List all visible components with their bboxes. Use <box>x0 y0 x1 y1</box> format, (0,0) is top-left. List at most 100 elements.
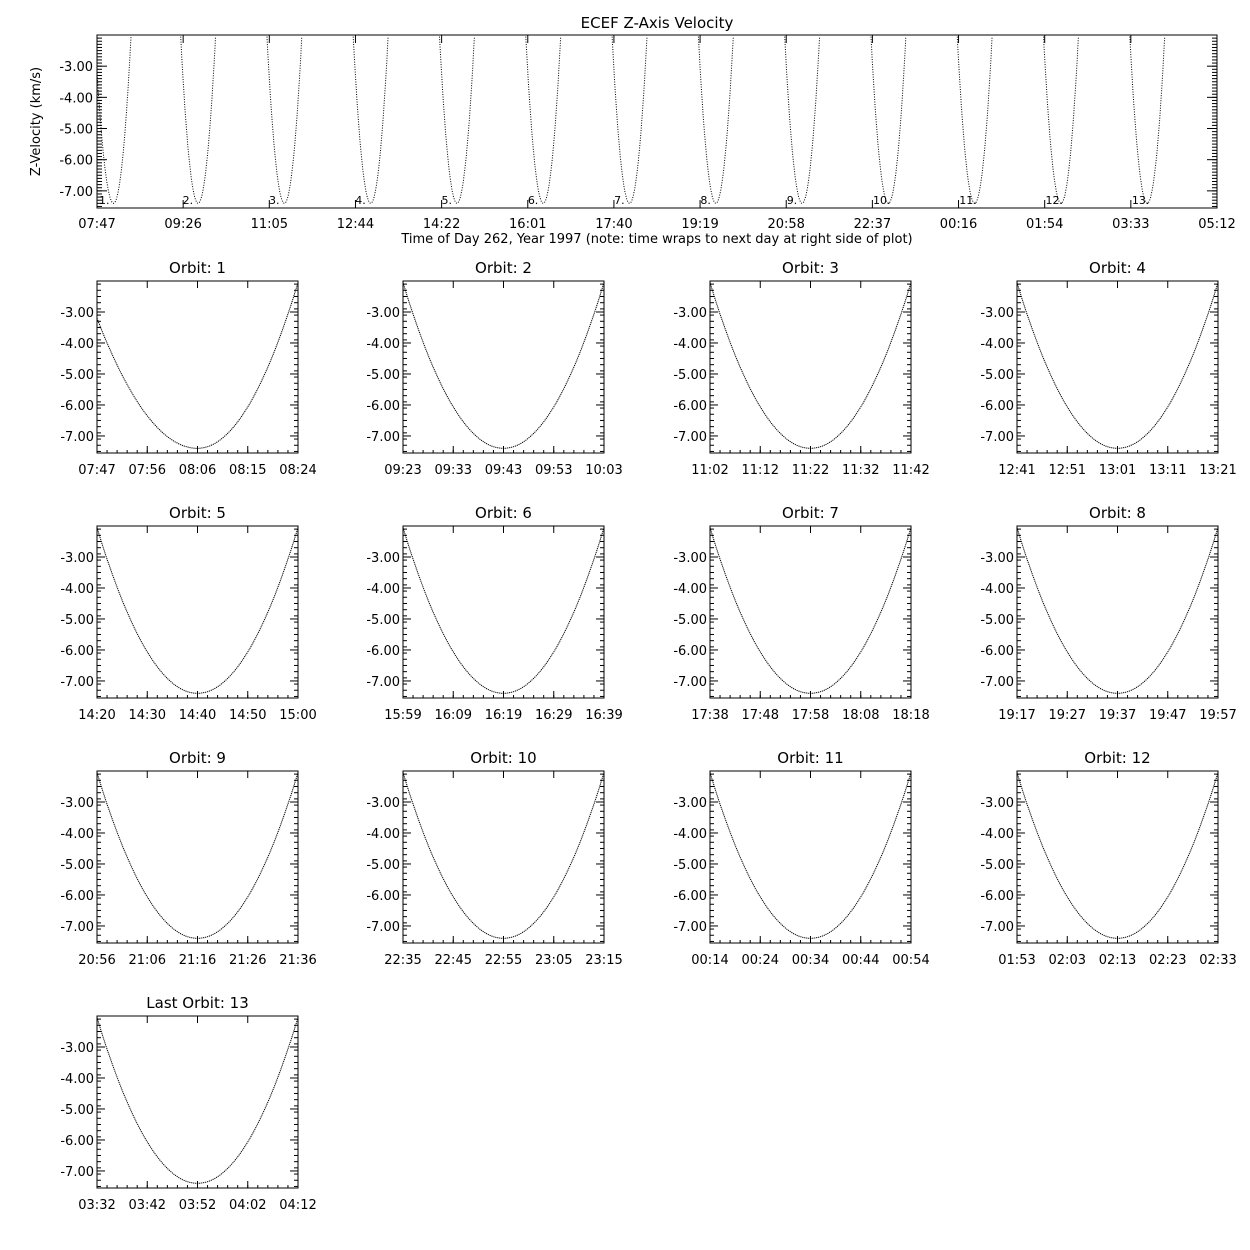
orbit-panel-title: Orbit: 3 <box>782 259 839 277</box>
orbit-ytick-label: -4.00 <box>673 827 707 842</box>
orbit-panel-title: Orbit: 1 <box>169 259 226 277</box>
main-orbit-number-label: 3. <box>269 194 280 207</box>
orbit-ytick-label: -3.00 <box>60 1041 94 1056</box>
orbit-velocity-curve <box>96 1017 299 1184</box>
orbit-ytick-label: -7.00 <box>980 430 1014 445</box>
orbit-xtick-label: 21:16 <box>179 953 216 968</box>
main-chart: ECEF Z-Axis Velocity -3.00 -4.00 -5.00 -6.00… <box>29 14 1236 247</box>
orbit-xtick-label: 12:51 <box>1049 463 1086 478</box>
orbit-panel-2: Orbit: 2 -3.00 -4.00 -5.00 -6.00 -7.00 09:23 09… <box>366 259 622 478</box>
orbit-xtick-label: 02:23 <box>1149 953 1186 968</box>
main-x-axis-label: Time of Day 262, Year 1997 (note: time w… <box>400 232 912 247</box>
orbit-xtick-label: 22:55 <box>485 953 522 968</box>
orbit-ytick-label: -3.00 <box>980 306 1014 321</box>
main-xtick-label: 19:19 <box>681 217 718 232</box>
orbit-panel-6: Orbit: 6 -3.00 -4.00 -5.00 -6.00 -7.00 15:59 16… <box>366 504 622 723</box>
orbit-velocity-curve <box>402 772 605 939</box>
main-xtick-label: 11:05 <box>251 217 288 232</box>
main-orbit-number-label: 5. <box>442 194 453 207</box>
orbit-ytick-label: -7.00 <box>60 675 94 690</box>
orbit-xtick-label: 19:57 <box>1199 708 1236 723</box>
orbit-velocity-curve <box>1016 282 1219 449</box>
main-xtick-label: 17:40 <box>595 217 632 232</box>
orbit-xtick-label: 09:53 <box>535 463 572 478</box>
orbit-velocity-curve <box>1016 527 1219 694</box>
orbit-ytick-label: -4.00 <box>673 582 707 597</box>
main-xtick-label: 01:54 <box>1026 217 1063 232</box>
main-orbit-curve-13 <box>1129 36 1166 204</box>
orbit-velocity-curve <box>96 282 299 449</box>
orbit-panel-title: Orbit: 10 <box>470 749 536 767</box>
orbit-panel-12: Orbit: 12 -3.00 -4.00 -5.00 -6.00 -7.00 01:53 0… <box>980 749 1236 968</box>
main-orbit-number-label: 2. <box>183 194 194 207</box>
orbit-ytick-label: -3.00 <box>673 551 707 566</box>
orbit-xtick-label: 00:34 <box>792 953 829 968</box>
orbit-panel-9: Orbit: 9 -3.00 -4.00 -5.00 -6.00 -7.00 20:56 21… <box>60 749 316 968</box>
main-orbit-curve-7 <box>611 36 648 204</box>
orbit-ytick-label: -5.00 <box>366 368 400 383</box>
orbit-velocity-curve <box>709 282 912 449</box>
orbit-panel-title: Orbit: 12 <box>1084 749 1150 767</box>
orbit-xtick-label: 09:33 <box>435 463 472 478</box>
orbit-ytick-label: -6.00 <box>60 889 94 904</box>
orbit-xtick-label: 13:01 <box>1099 463 1136 478</box>
orbit-ytick-label: -7.00 <box>60 920 94 935</box>
orbit-xtick-label: 00:44 <box>842 953 879 968</box>
main-orbit-number-label: 12. <box>1046 194 1064 207</box>
orbit-ytick-label: -7.00 <box>980 920 1014 935</box>
orbit-velocity-curve <box>1016 772 1219 939</box>
orbit-xtick-label: 21:06 <box>129 953 166 968</box>
orbit-ytick-label: -4.00 <box>60 827 94 842</box>
orbit-xtick-label: 04:12 <box>279 1198 316 1213</box>
main-orbit-curve-4 <box>352 36 389 204</box>
orbit-ytick-label: -6.00 <box>60 644 94 659</box>
orbit-panel-title: Orbit: 6 <box>475 504 532 522</box>
main-orbit-curve-11 <box>956 36 993 204</box>
orbit-ytick-label: -5.00 <box>673 368 707 383</box>
main-xtick-label: 16:01 <box>509 217 546 232</box>
orbit-xtick-label: 02:03 <box>1049 953 1086 968</box>
orbit-ytick-label: -4.00 <box>60 1072 94 1087</box>
orbit-xtick-label: 02:33 <box>1199 953 1236 968</box>
main-ytick-label: -6.00 <box>59 154 93 169</box>
main-xtick-label: 03:33 <box>1112 217 1149 232</box>
orbit-ytick-label: -5.00 <box>60 1103 94 1118</box>
main-orbit-number-label: 11. <box>959 194 977 207</box>
orbit-xtick-label: 18:08 <box>842 708 879 723</box>
orbit-panel-11: Orbit: 11 -3.00 -4.00 -5.00 -6.00 -7.00 00:14 0… <box>673 749 929 968</box>
orbit-ytick-label: -6.00 <box>980 399 1014 414</box>
orbit-ytick-label: -5.00 <box>60 858 94 873</box>
orbit-xtick-label: 00:24 <box>742 953 779 968</box>
orbit-panel-title: Orbit: 2 <box>475 259 532 277</box>
orbit-ytick-label: -3.00 <box>673 796 707 811</box>
orbit-velocity-curve <box>96 772 299 939</box>
orbit-ytick-label: -3.00 <box>60 796 94 811</box>
orbit-panel-title: Last Orbit: 13 <box>146 994 248 1012</box>
orbit-ytick-label: -7.00 <box>673 675 707 690</box>
orbit-ytick-label: -3.00 <box>366 306 400 321</box>
main-orbit-number-label: 7. <box>614 194 625 207</box>
orbit-ytick-label: -6.00 <box>673 644 707 659</box>
orbit-xtick-label: 08:06 <box>179 463 216 478</box>
main-orbit-curve-5 <box>439 36 475 204</box>
orbit-xtick-label: 15:59 <box>384 708 421 723</box>
orbit-panel-3: Orbit: 3 -3.00 -4.00 -5.00 -6.00 -7.00 11:02 11… <box>673 259 929 478</box>
orbit-ytick-label: -5.00 <box>60 368 94 383</box>
orbit-xtick-label: 19:37 <box>1099 708 1136 723</box>
orbit-panel-title: Orbit: 7 <box>782 504 839 522</box>
orbit-panel-4: Orbit: 4 -3.00 -4.00 -5.00 -6.00 -7.00 12:41 12… <box>980 259 1236 478</box>
orbit-ytick-label: -5.00 <box>673 858 707 873</box>
orbit-xtick-label: 21:36 <box>279 953 316 968</box>
main-xtick-label: 05:12 <box>1198 217 1235 232</box>
main-xtick-label: 09:26 <box>164 217 201 232</box>
orbit-ytick-label: -6.00 <box>366 644 400 659</box>
orbit-xtick-label: 21:26 <box>229 953 266 968</box>
orbit-ytick-label: -5.00 <box>980 368 1014 383</box>
orbit-xtick-label: 08:15 <box>229 463 266 478</box>
orbit-ytick-label: -3.00 <box>366 551 400 566</box>
orbit-panels: Orbit: 1 -3.00 -4.00 -5.00 -6.00 -7.00 07:47 07… <box>60 259 1236 1213</box>
orbit-ytick-label: -4.00 <box>60 337 94 352</box>
orbit-ytick-label: -6.00 <box>980 644 1014 659</box>
orbit-ytick-label: -3.00 <box>366 796 400 811</box>
